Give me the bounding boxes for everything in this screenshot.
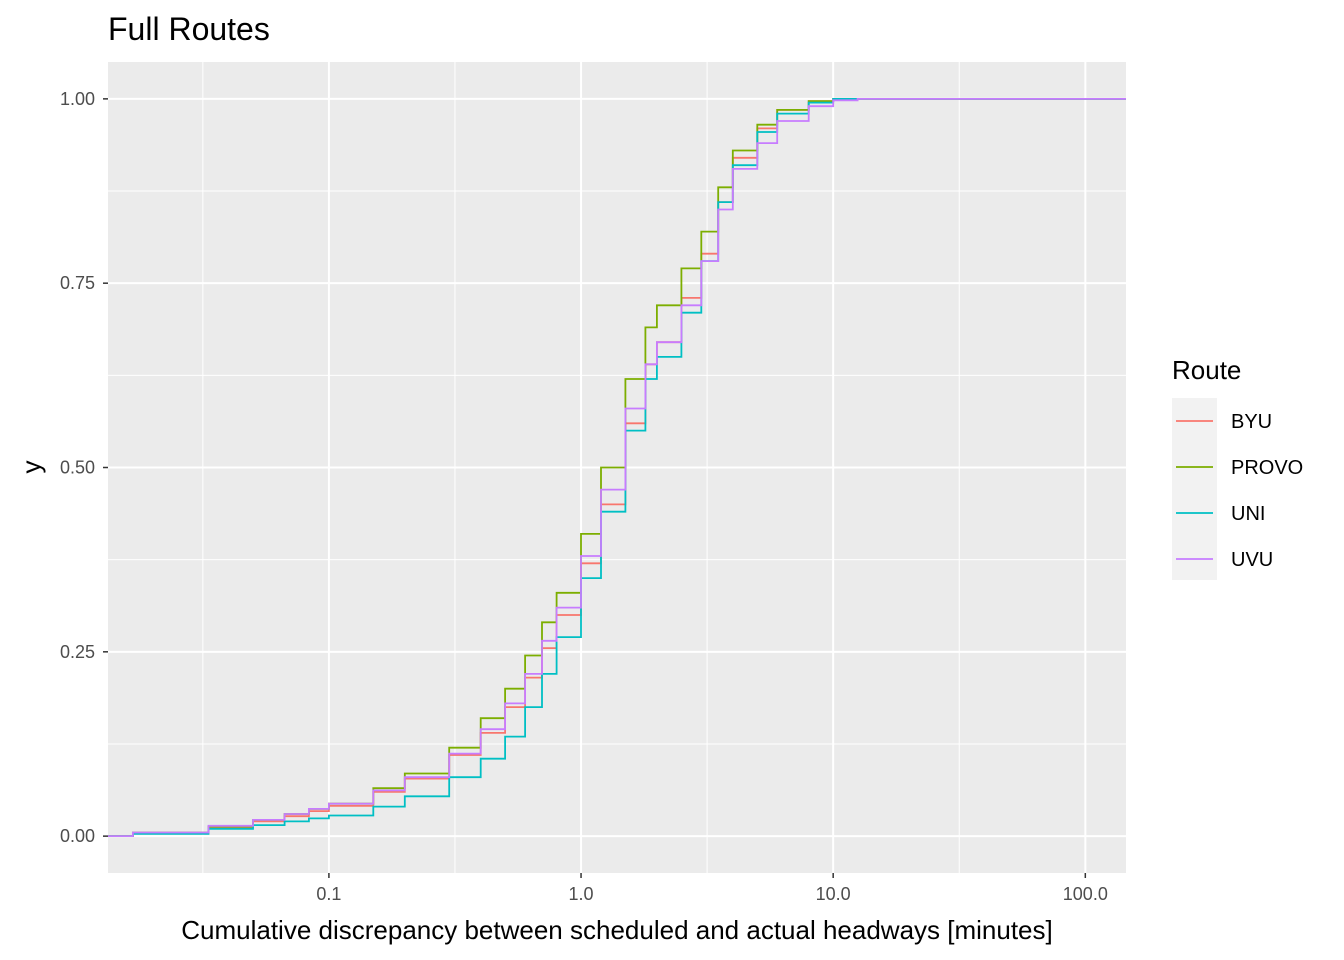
y-tick-label: 0.00 — [60, 826, 95, 846]
x-tick-label: 10.0 — [816, 884, 851, 904]
y-axis: 0.00 0.25 0.50 0.75 1.00 — [60, 89, 108, 846]
legend-label-uvu: UVU — [1231, 549, 1273, 571]
legend-label-uni: UNI — [1231, 503, 1265, 525]
x-tick-label: 100.0 — [1063, 884, 1108, 904]
legend: Route BYU PROVO UNI UVU — [1172, 355, 1303, 580]
legend-items: BYU PROVO UNI UVU — [1176, 411, 1303, 571]
y-tick-label: 0.25 — [60, 642, 95, 662]
x-tick-label: 0.1 — [316, 884, 341, 904]
series-line-uvu — [108, 98, 1126, 837]
y-tick-label: 0.75 — [60, 273, 95, 293]
x-axis-title: Cumulative discrepancy between scheduled… — [181, 915, 1053, 945]
y-tick-label: 0.50 — [60, 458, 95, 478]
series-group — [108, 98, 1126, 837]
legend-label-provo: PROVO — [1231, 457, 1303, 479]
legend-key-background — [1172, 398, 1217, 580]
x-axis: 0.1 1.0 10.0 100.0 — [316, 873, 1108, 904]
y-axis-title: y — [16, 461, 46, 474]
chart-title: Full Routes — [108, 11, 270, 47]
y-tick-label: 1.00 — [60, 89, 95, 109]
x-tick-label: 1.0 — [569, 884, 594, 904]
legend-title: Route — [1172, 355, 1241, 385]
legend-label-byu: BYU — [1231, 411, 1272, 433]
